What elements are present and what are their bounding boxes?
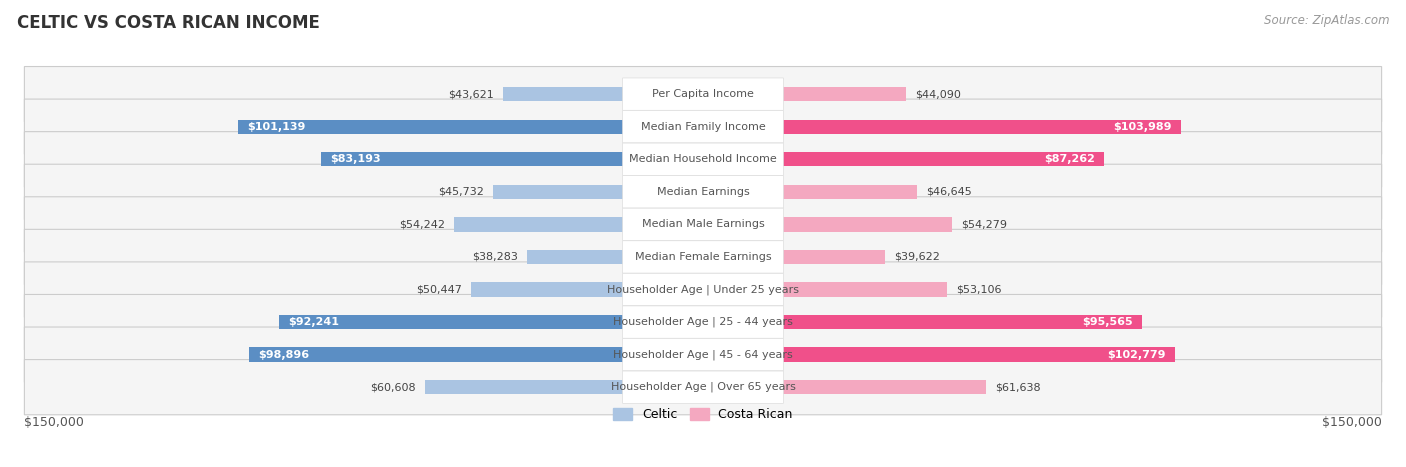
Text: $50,447: $50,447 bbox=[416, 284, 463, 295]
Bar bbox=[454, 217, 703, 232]
Bar bbox=[703, 250, 884, 264]
FancyBboxPatch shape bbox=[623, 371, 783, 403]
Text: $44,090: $44,090 bbox=[915, 89, 960, 99]
Text: $98,896: $98,896 bbox=[257, 350, 309, 360]
Text: $92,241: $92,241 bbox=[288, 317, 339, 327]
FancyBboxPatch shape bbox=[623, 208, 783, 241]
Bar bbox=[703, 184, 917, 199]
Text: $45,732: $45,732 bbox=[437, 187, 484, 197]
FancyBboxPatch shape bbox=[24, 164, 1382, 219]
Text: Householder Age | 45 - 64 years: Householder Age | 45 - 64 years bbox=[613, 349, 793, 360]
Text: $46,645: $46,645 bbox=[927, 187, 972, 197]
Bar bbox=[249, 347, 703, 362]
Text: $43,621: $43,621 bbox=[447, 89, 494, 99]
Text: $38,283: $38,283 bbox=[472, 252, 517, 262]
Text: Median Female Earnings: Median Female Earnings bbox=[634, 252, 772, 262]
FancyBboxPatch shape bbox=[623, 306, 783, 338]
Bar bbox=[425, 380, 703, 394]
Bar bbox=[703, 315, 1142, 329]
Text: Median Household Income: Median Household Income bbox=[628, 154, 778, 164]
Bar bbox=[527, 250, 703, 264]
FancyBboxPatch shape bbox=[24, 99, 1382, 154]
Text: $53,106: $53,106 bbox=[956, 284, 1001, 295]
FancyBboxPatch shape bbox=[24, 132, 1382, 187]
FancyBboxPatch shape bbox=[623, 241, 783, 273]
Text: Householder Age | Under 25 years: Householder Age | Under 25 years bbox=[607, 284, 799, 295]
Text: $87,262: $87,262 bbox=[1043, 154, 1095, 164]
Bar bbox=[703, 380, 986, 394]
FancyBboxPatch shape bbox=[623, 273, 783, 306]
Text: $61,638: $61,638 bbox=[995, 382, 1040, 392]
Bar bbox=[703, 217, 952, 232]
FancyBboxPatch shape bbox=[623, 78, 783, 110]
Text: Householder Age | 25 - 44 years: Householder Age | 25 - 44 years bbox=[613, 317, 793, 327]
FancyBboxPatch shape bbox=[623, 176, 783, 208]
FancyBboxPatch shape bbox=[24, 262, 1382, 317]
Text: Per Capita Income: Per Capita Income bbox=[652, 89, 754, 99]
Text: $83,193: $83,193 bbox=[330, 154, 381, 164]
FancyBboxPatch shape bbox=[623, 143, 783, 176]
Bar bbox=[471, 283, 703, 297]
Text: Source: ZipAtlas.com: Source: ZipAtlas.com bbox=[1264, 14, 1389, 27]
Text: $39,622: $39,622 bbox=[894, 252, 941, 262]
Bar bbox=[321, 152, 703, 166]
Text: $95,565: $95,565 bbox=[1083, 317, 1133, 327]
Text: Median Male Earnings: Median Male Earnings bbox=[641, 219, 765, 229]
Legend: Celtic, Costa Rican: Celtic, Costa Rican bbox=[613, 408, 793, 421]
FancyBboxPatch shape bbox=[24, 327, 1382, 382]
Text: Householder Age | Over 65 years: Householder Age | Over 65 years bbox=[610, 382, 796, 392]
Bar bbox=[239, 120, 703, 134]
Text: CELTIC VS COSTA RICAN INCOME: CELTIC VS COSTA RICAN INCOME bbox=[17, 14, 319, 32]
FancyBboxPatch shape bbox=[623, 339, 783, 371]
Text: $103,989: $103,989 bbox=[1114, 122, 1171, 132]
Bar bbox=[503, 87, 703, 101]
Bar bbox=[703, 347, 1175, 362]
Bar bbox=[703, 87, 905, 101]
Text: Median Family Income: Median Family Income bbox=[641, 122, 765, 132]
Text: $102,779: $102,779 bbox=[1108, 350, 1166, 360]
Text: $60,608: $60,608 bbox=[370, 382, 415, 392]
FancyBboxPatch shape bbox=[623, 111, 783, 143]
Bar bbox=[703, 120, 1181, 134]
Text: $101,139: $101,139 bbox=[247, 122, 307, 132]
Text: $150,000: $150,000 bbox=[1322, 416, 1382, 429]
FancyBboxPatch shape bbox=[24, 229, 1382, 284]
Bar bbox=[703, 283, 946, 297]
Text: Median Earnings: Median Earnings bbox=[657, 187, 749, 197]
FancyBboxPatch shape bbox=[24, 295, 1382, 350]
Bar bbox=[494, 184, 703, 199]
FancyBboxPatch shape bbox=[24, 197, 1382, 252]
Text: $150,000: $150,000 bbox=[24, 416, 84, 429]
Bar bbox=[280, 315, 703, 329]
Text: $54,242: $54,242 bbox=[399, 219, 444, 229]
FancyBboxPatch shape bbox=[24, 66, 1382, 122]
FancyBboxPatch shape bbox=[24, 360, 1382, 415]
Text: $54,279: $54,279 bbox=[962, 219, 1008, 229]
Bar bbox=[703, 152, 1104, 166]
